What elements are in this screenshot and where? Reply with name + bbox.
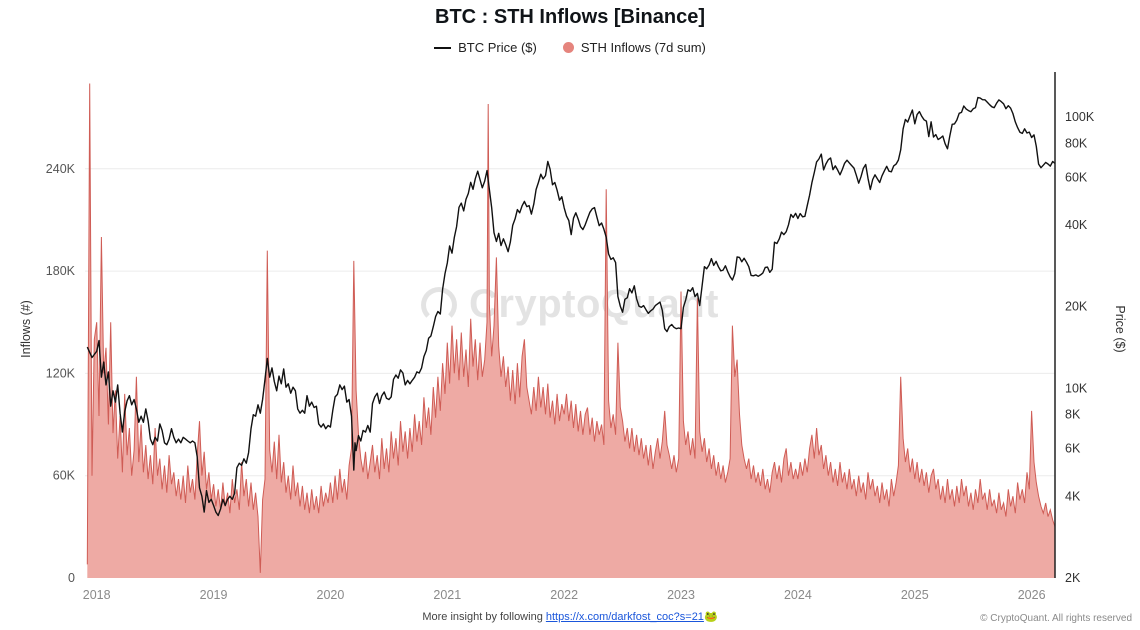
- left-tick-label: 180K: [46, 264, 76, 278]
- copyright: © CryptoQuant. All rights reserved: [980, 613, 1132, 624]
- frog-emoji: 🐸: [703, 611, 718, 623]
- footer-link[interactable]: https://x.com/darkfost_coc?s=21: [545, 611, 704, 623]
- x-tick-label: 2024: [784, 588, 812, 602]
- legend-item-sth-inflows[interactable]: STH Inflows (7d sum): [562, 40, 706, 55]
- left-tick-label: 240K: [46, 162, 76, 176]
- right-tick-label: 8K: [1065, 408, 1081, 422]
- right-tick-label: 6K: [1065, 442, 1081, 456]
- right-axis-title: Price ($): [1113, 305, 1127, 353]
- footer-text: More insight by following: [422, 611, 546, 623]
- legend-label-btc-price: BTC Price ($): [458, 40, 537, 55]
- inflows-line: [86, 83, 1055, 573]
- page-title: BTC : STH Inflows [Binance]: [435, 6, 705, 28]
- right-tick-label: 80K: [1065, 136, 1088, 150]
- x-tick-label: 2018: [83, 588, 111, 602]
- right-tick-label: 100K: [1065, 110, 1095, 124]
- right-tick-label: 4K: [1065, 489, 1081, 503]
- legend-item-btc-price[interactable]: BTC Price ($): [434, 40, 537, 55]
- footer-note: More insight by following https://x.com/…: [0, 610, 1140, 623]
- right-tick-label: 2K: [1065, 571, 1081, 585]
- x-tick-label: 2020: [317, 588, 345, 602]
- left-axis-title: Inflows (#): [19, 300, 33, 358]
- right-tick-label: 10K: [1065, 381, 1088, 395]
- x-tick-label: 2021: [433, 588, 461, 602]
- watermark: CryptoQuant: [85, 282, 1055, 327]
- right-tick-label: 20K: [1065, 300, 1088, 314]
- x-tick-label: 2025: [901, 588, 929, 602]
- x-tick-label: 2022: [550, 588, 578, 602]
- left-tick-label: 0: [68, 571, 75, 585]
- right-tick-label: 60K: [1065, 170, 1088, 184]
- dot-marker-icon: [562, 42, 574, 53]
- inflows-area: [87, 83, 1055, 578]
- cryptoquant-logo-icon: [421, 286, 458, 323]
- price-line: [86, 96, 1055, 517]
- legend-label-sth-inflows: STH Inflows (7d sum): [580, 40, 706, 55]
- left-tick-label: 120K: [46, 366, 76, 380]
- watermark-text: CryptoQuant: [469, 282, 719, 326]
- chart-legend: BTC Price ($) STH Inflows (7d sum): [0, 40, 1140, 55]
- x-tick-label: 2019: [200, 588, 228, 602]
- x-tick-label: 2026: [1018, 588, 1046, 602]
- line-marker-icon: [434, 46, 452, 49]
- left-tick-label: 60K: [53, 469, 76, 483]
- x-tick-label: 2023: [667, 588, 695, 602]
- right-tick-label: 40K: [1065, 218, 1088, 232]
